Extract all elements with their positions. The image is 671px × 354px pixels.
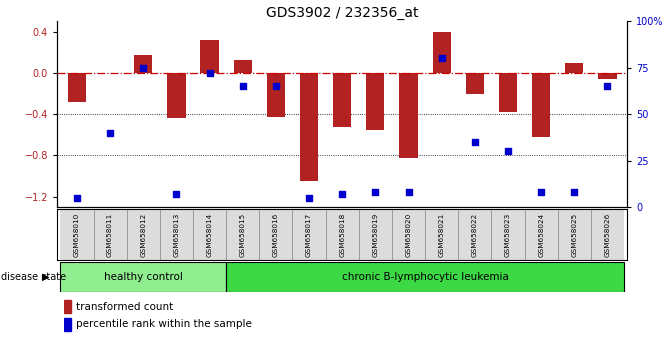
- Bar: [532, 73, 550, 137]
- Bar: [226, 262, 624, 292]
- Bar: [134, 55, 152, 73]
- Bar: [499, 73, 517, 112]
- Text: GSM658025: GSM658025: [571, 213, 577, 257]
- Point: [436, 56, 447, 61]
- Text: GSM658018: GSM658018: [340, 213, 345, 257]
- Bar: [300, 73, 318, 181]
- Bar: [68, 73, 86, 102]
- Text: GSM658019: GSM658019: [372, 213, 378, 257]
- Bar: [392, 209, 425, 260]
- Bar: [193, 209, 226, 260]
- Text: transformed count: transformed count: [76, 302, 173, 312]
- Bar: [366, 73, 384, 130]
- Point: [602, 84, 613, 89]
- Text: GSM658014: GSM658014: [207, 213, 213, 257]
- Point: [204, 70, 215, 76]
- Text: disease state: disease state: [1, 272, 66, 282]
- Text: GSM658023: GSM658023: [505, 213, 511, 257]
- Point: [370, 189, 380, 195]
- Bar: [466, 73, 484, 93]
- Text: GSM658026: GSM658026: [605, 213, 611, 257]
- Bar: [167, 73, 185, 118]
- Bar: [60, 262, 226, 292]
- Bar: [60, 209, 93, 260]
- Text: healthy control: healthy control: [104, 272, 183, 282]
- Point: [337, 191, 348, 197]
- Point: [238, 84, 248, 89]
- Bar: [259, 209, 293, 260]
- Bar: [160, 209, 193, 260]
- Text: GSM658021: GSM658021: [439, 213, 445, 257]
- Text: GSM658013: GSM658013: [173, 213, 179, 257]
- Title: GDS3902 / 232356_at: GDS3902 / 232356_at: [266, 6, 419, 20]
- Text: GSM658020: GSM658020: [405, 213, 411, 257]
- Bar: [491, 209, 525, 260]
- Bar: [325, 209, 359, 260]
- Point: [503, 149, 513, 154]
- Bar: [201, 40, 219, 73]
- Text: GSM658011: GSM658011: [107, 213, 113, 257]
- Bar: [425, 209, 458, 260]
- Point: [270, 84, 281, 89]
- Bar: [359, 209, 392, 260]
- Bar: [525, 209, 558, 260]
- Bar: [293, 209, 325, 260]
- Text: GSM658010: GSM658010: [74, 213, 80, 257]
- Bar: [458, 209, 491, 260]
- Point: [171, 191, 182, 197]
- Bar: [591, 209, 624, 260]
- Text: GSM658015: GSM658015: [240, 213, 246, 257]
- Text: chronic B-lymphocytic leukemia: chronic B-lymphocytic leukemia: [342, 272, 509, 282]
- Text: GSM658017: GSM658017: [306, 213, 312, 257]
- Point: [72, 195, 83, 201]
- Bar: [399, 73, 417, 158]
- Bar: [226, 209, 259, 260]
- Point: [536, 189, 547, 195]
- Text: ▶: ▶: [42, 272, 50, 282]
- Bar: [267, 73, 285, 117]
- Point: [105, 130, 115, 136]
- Text: GSM658022: GSM658022: [472, 213, 478, 257]
- Bar: [333, 73, 352, 127]
- Bar: [558, 209, 591, 260]
- Bar: [565, 63, 584, 73]
- Bar: [599, 73, 617, 79]
- Bar: [433, 32, 451, 73]
- Point: [403, 189, 414, 195]
- Bar: [93, 209, 127, 260]
- Text: GSM658012: GSM658012: [140, 213, 146, 257]
- Text: GSM658024: GSM658024: [538, 213, 544, 257]
- Bar: [127, 209, 160, 260]
- Bar: [64, 300, 71, 313]
- Bar: [64, 318, 71, 331]
- Point: [470, 139, 480, 145]
- Text: percentile rank within the sample: percentile rank within the sample: [76, 319, 252, 329]
- Point: [304, 195, 315, 201]
- Point: [569, 189, 580, 195]
- Bar: [234, 61, 252, 73]
- Text: GSM658016: GSM658016: [273, 213, 279, 257]
- Point: [138, 65, 148, 70]
